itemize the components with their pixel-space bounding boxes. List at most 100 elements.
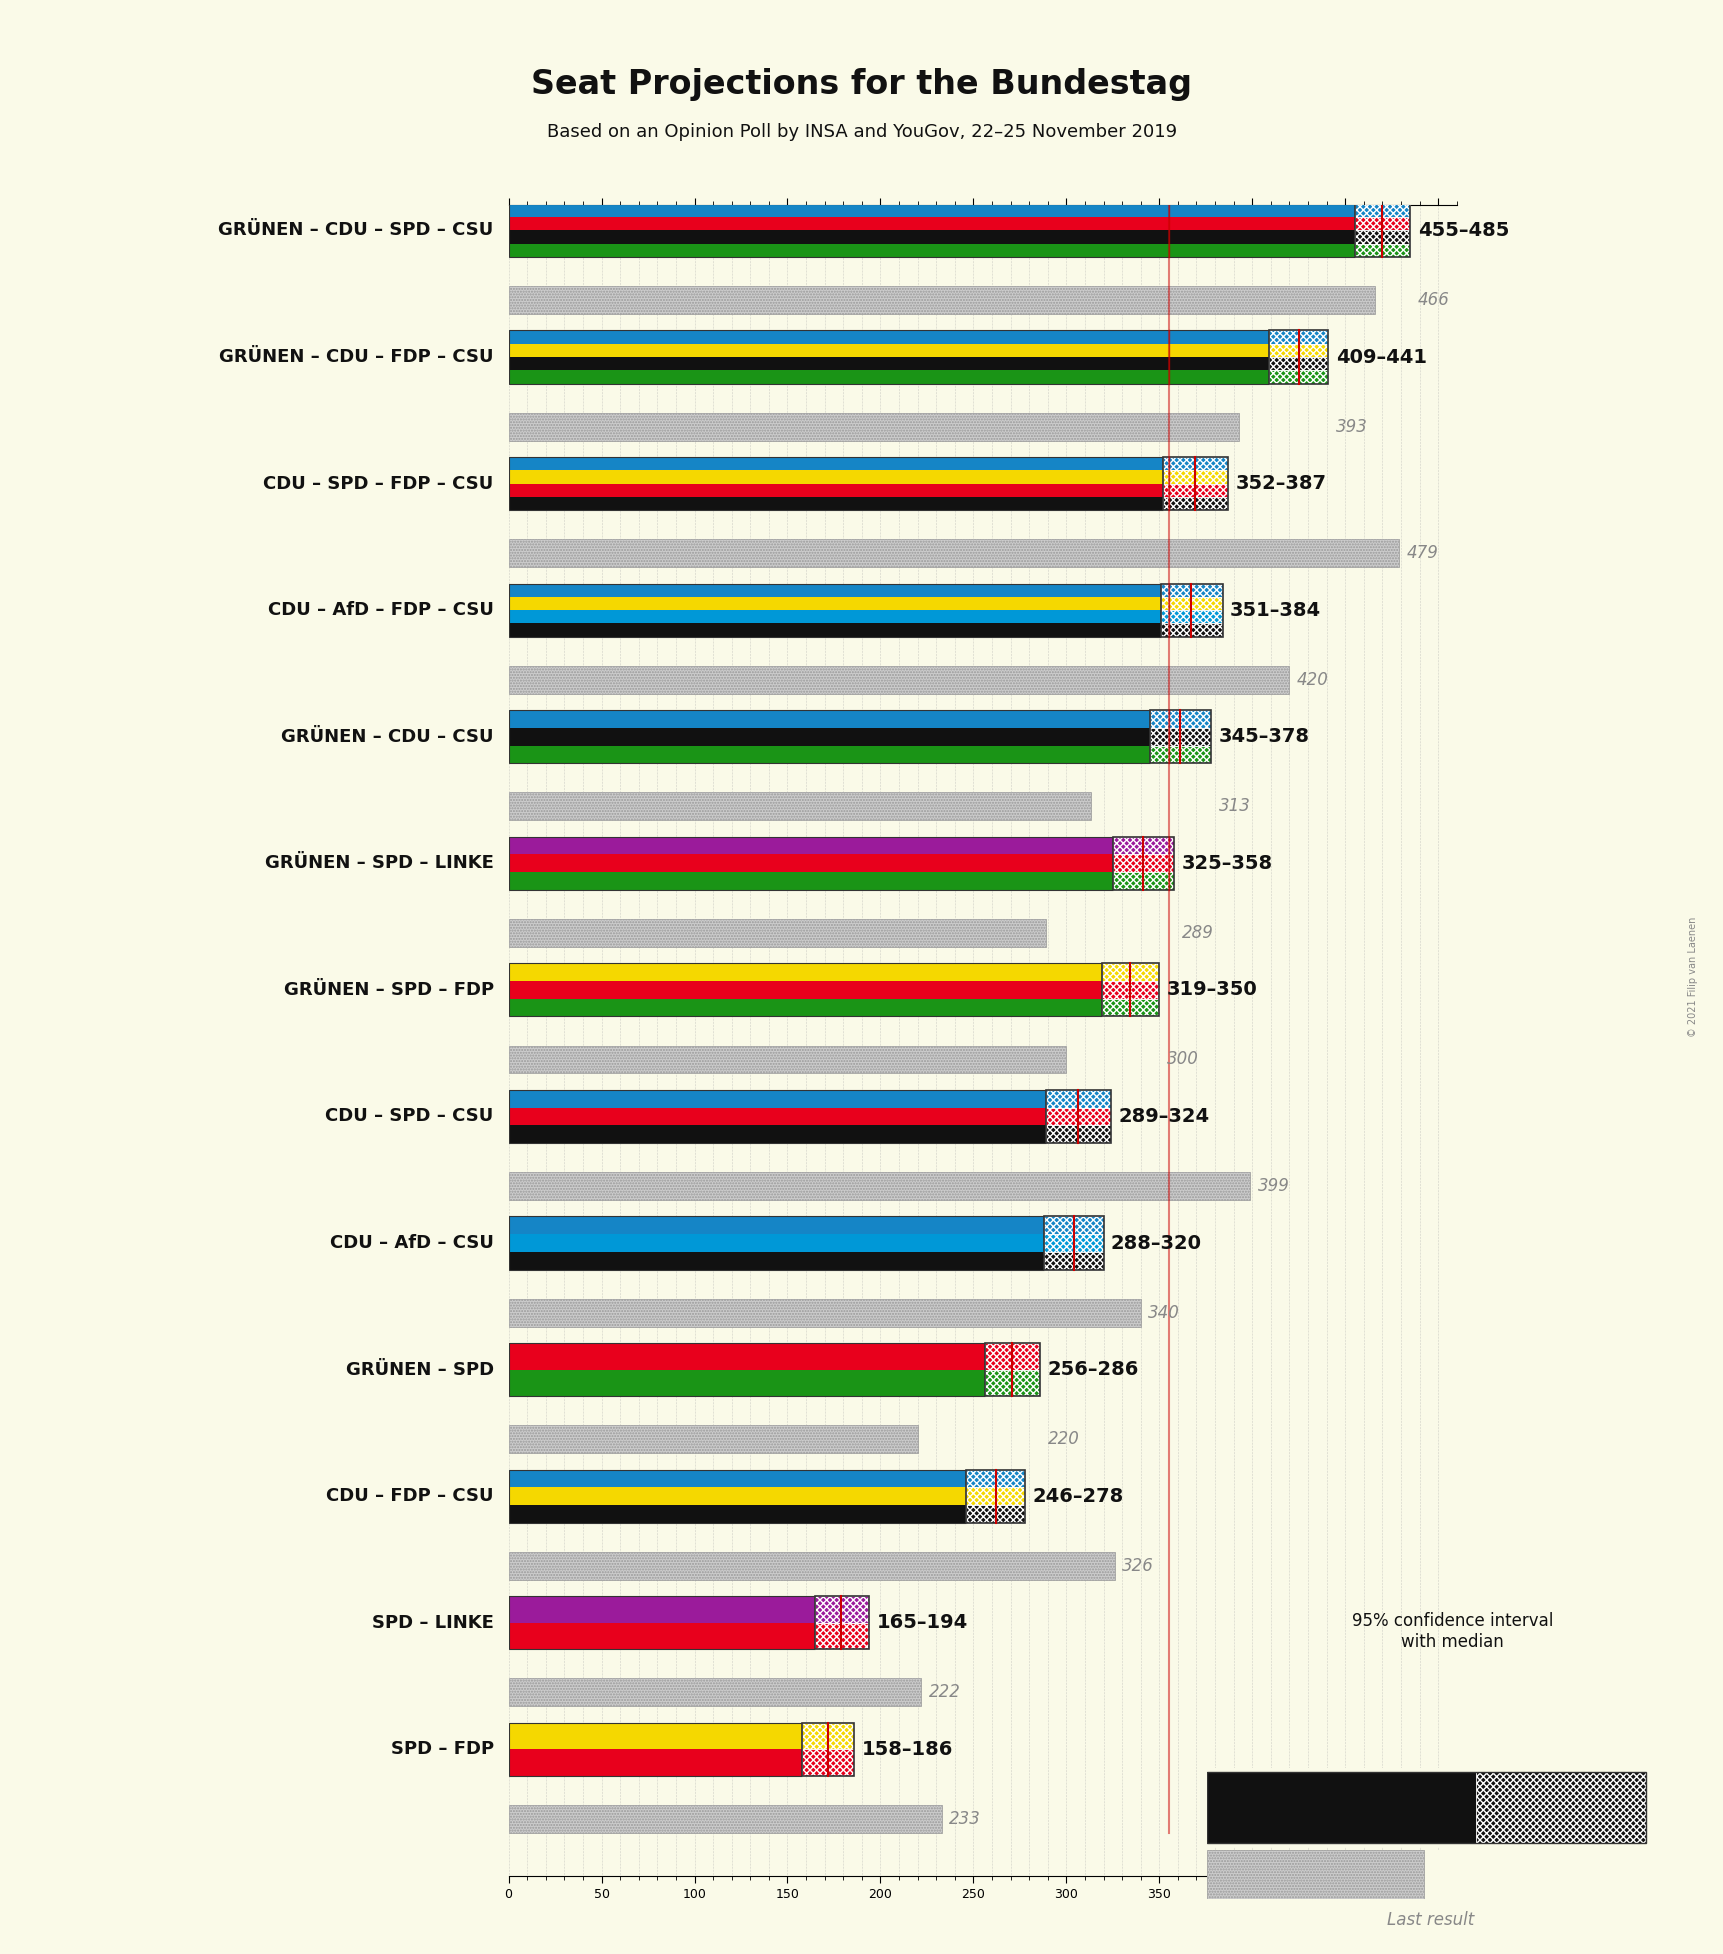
Bar bbox=[508, 1235, 1044, 1253]
Bar bbox=[1354, 217, 1409, 231]
Bar bbox=[1268, 371, 1328, 383]
Bar bbox=[508, 998, 1101, 1016]
Bar bbox=[1163, 483, 1227, 496]
Text: SPD – FDP: SPD – FDP bbox=[391, 1741, 493, 1759]
Bar bbox=[508, 1045, 1067, 1073]
Bar bbox=[508, 1253, 1044, 1270]
Bar bbox=[1149, 729, 1211, 746]
Bar bbox=[508, 539, 1399, 567]
Bar bbox=[1354, 203, 1409, 217]
Bar bbox=[1161, 584, 1222, 596]
Text: 289: 289 bbox=[1180, 924, 1213, 942]
Bar bbox=[508, 412, 1239, 440]
Bar bbox=[815, 1622, 868, 1649]
Bar bbox=[965, 1487, 1025, 1505]
Bar bbox=[508, 1469, 965, 1522]
Bar bbox=[1044, 1235, 1103, 1253]
Bar bbox=[508, 1678, 920, 1706]
Text: 325–358: 325–358 bbox=[1180, 854, 1272, 873]
Bar bbox=[508, 371, 1268, 383]
Bar bbox=[1268, 344, 1328, 358]
Text: 455–485: 455–485 bbox=[1416, 221, 1508, 240]
Bar bbox=[508, 1045, 1067, 1073]
Bar bbox=[1354, 244, 1409, 258]
Bar bbox=[508, 203, 1354, 258]
Bar bbox=[1111, 836, 1173, 854]
Bar bbox=[1163, 483, 1227, 496]
Bar bbox=[1163, 457, 1227, 471]
Bar bbox=[984, 1342, 1039, 1370]
Text: © 2021 Filip van Laenen: © 2021 Filip van Laenen bbox=[1687, 916, 1697, 1038]
Bar bbox=[1044, 1235, 1103, 1253]
Bar bbox=[1161, 596, 1222, 610]
Bar bbox=[508, 231, 1354, 244]
Text: CDU – AfD – CSU: CDU – AfD – CSU bbox=[329, 1235, 493, 1253]
Bar bbox=[508, 285, 1375, 315]
Bar bbox=[508, 1551, 1115, 1579]
Bar bbox=[1149, 729, 1211, 746]
Bar bbox=[1354, 231, 1409, 244]
Text: 313: 313 bbox=[1218, 797, 1249, 815]
Text: 246–278: 246–278 bbox=[1032, 1487, 1123, 1507]
Text: 326: 326 bbox=[1122, 1557, 1153, 1575]
Bar bbox=[508, 1749, 801, 1776]
Bar bbox=[1161, 584, 1222, 596]
Bar bbox=[508, 1126, 1046, 1143]
Bar bbox=[965, 1505, 1025, 1522]
Bar bbox=[508, 412, 1239, 440]
Text: 399: 399 bbox=[1258, 1176, 1289, 1196]
Bar bbox=[508, 457, 1163, 471]
Bar bbox=[1046, 1126, 1110, 1143]
Text: GRÜNEN – SPD: GRÜNEN – SPD bbox=[345, 1360, 493, 1380]
Text: 158–186: 158–186 bbox=[862, 1739, 953, 1759]
Bar bbox=[1044, 1217, 1103, 1235]
Bar bbox=[1354, 203, 1409, 258]
Bar bbox=[1111, 871, 1173, 889]
Bar bbox=[1101, 963, 1158, 981]
Text: CDU – SPD – FDP – CSU: CDU – SPD – FDP – CSU bbox=[264, 475, 493, 492]
Bar bbox=[508, 1424, 917, 1454]
Text: GRÜNEN – SPD – FDP: GRÜNEN – SPD – FDP bbox=[283, 981, 493, 998]
Bar bbox=[1111, 836, 1173, 889]
Bar bbox=[508, 918, 1046, 948]
Bar bbox=[508, 1370, 984, 1397]
Bar bbox=[1163, 496, 1227, 510]
Bar bbox=[1268, 330, 1328, 344]
Bar bbox=[1268, 358, 1328, 371]
Bar bbox=[508, 584, 1161, 596]
Bar bbox=[1101, 981, 1158, 998]
Bar bbox=[508, 1805, 941, 1833]
Bar bbox=[1475, 1772, 1645, 1843]
Bar bbox=[508, 746, 1149, 764]
Bar bbox=[508, 1090, 1046, 1108]
Bar bbox=[508, 981, 1101, 998]
Bar bbox=[815, 1596, 868, 1622]
Bar bbox=[508, 471, 1163, 483]
Bar bbox=[508, 918, 1046, 948]
Bar bbox=[508, 1622, 815, 1649]
Text: 319–350: 319–350 bbox=[1166, 981, 1256, 998]
Bar bbox=[1046, 1108, 1110, 1126]
Bar bbox=[1268, 358, 1328, 371]
Text: 466: 466 bbox=[1416, 291, 1449, 309]
Bar bbox=[508, 539, 1399, 567]
Bar bbox=[508, 1172, 1249, 1200]
Bar bbox=[1163, 457, 1227, 471]
Bar bbox=[508, 1723, 801, 1776]
Bar bbox=[965, 1505, 1025, 1522]
Bar bbox=[508, 1424, 917, 1454]
Bar bbox=[508, 344, 1268, 358]
Bar bbox=[984, 1370, 1039, 1397]
Text: SPD – LINKE: SPD – LINKE bbox=[372, 1614, 493, 1632]
Text: 220: 220 bbox=[1048, 1430, 1079, 1448]
Bar bbox=[1268, 371, 1328, 383]
Bar bbox=[801, 1723, 855, 1749]
Bar bbox=[508, 854, 1111, 871]
Bar bbox=[508, 1487, 965, 1505]
Text: Based on an Opinion Poll by INSA and YouGov, 22–25 November 2019: Based on an Opinion Poll by INSA and You… bbox=[546, 123, 1177, 141]
Text: 165–194: 165–194 bbox=[877, 1614, 967, 1632]
Bar bbox=[1206, 1772, 1475, 1843]
Bar bbox=[508, 623, 1161, 637]
Bar bbox=[1268, 344, 1328, 358]
Text: CDU – SPD – CSU: CDU – SPD – CSU bbox=[326, 1108, 493, 1126]
